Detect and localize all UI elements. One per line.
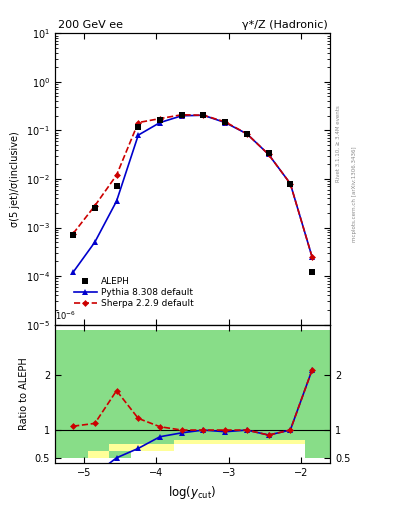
X-axis label: $\log(y_{\rm cut})$: $\log(y_{\rm cut})$ bbox=[168, 484, 217, 501]
ALEPH bbox=[310, 269, 314, 275]
ALEPH bbox=[71, 232, 75, 238]
Pythia 8.308 default bbox=[266, 152, 271, 158]
Sherpa 2.2.9 default bbox=[92, 203, 97, 209]
Pythia 8.308 default bbox=[158, 119, 162, 125]
Sherpa 2.2.9 default bbox=[201, 112, 206, 118]
Line: Pythia 8.308 default: Pythia 8.308 default bbox=[70, 112, 315, 275]
ALEPH bbox=[114, 183, 119, 189]
Pythia 8.308 default bbox=[288, 181, 293, 187]
Y-axis label: σ(5 jet)/σ(inclusive): σ(5 jet)/σ(inclusive) bbox=[10, 131, 20, 227]
ALEPH bbox=[201, 112, 206, 118]
Text: $10^{-6}$: $10^{-6}$ bbox=[55, 309, 76, 322]
Sherpa 2.2.9 default bbox=[179, 112, 184, 118]
Text: Rivet 3.1.10, ≥ 3.4M events: Rivet 3.1.10, ≥ 3.4M events bbox=[336, 105, 341, 182]
Line: ALEPH: ALEPH bbox=[70, 112, 315, 275]
Pythia 8.308 default bbox=[114, 198, 119, 204]
Pythia 8.308 default bbox=[71, 269, 75, 275]
Pythia 8.308 default bbox=[223, 119, 228, 125]
ALEPH bbox=[223, 119, 228, 125]
Y-axis label: Ratio to ALEPH: Ratio to ALEPH bbox=[19, 357, 29, 431]
Pythia 8.308 default bbox=[92, 239, 97, 245]
Text: ALEPH_2004_S5765862: ALEPH_2004_S5765862 bbox=[147, 336, 238, 345]
Pythia 8.308 default bbox=[310, 253, 314, 260]
Sherpa 2.2.9 default bbox=[158, 116, 162, 122]
Text: γ*/Z (Hadronic): γ*/Z (Hadronic) bbox=[242, 20, 327, 30]
Pythia 8.308 default bbox=[179, 113, 184, 119]
Text: mcplots.cern.ch [arXiv:1306.3436]: mcplots.cern.ch [arXiv:1306.3436] bbox=[352, 147, 357, 242]
Sherpa 2.2.9 default bbox=[310, 253, 314, 260]
Sherpa 2.2.9 default bbox=[244, 131, 249, 137]
Pythia 8.308 default bbox=[244, 131, 249, 137]
ALEPH bbox=[179, 112, 184, 118]
ALEPH bbox=[136, 123, 141, 130]
Sherpa 2.2.9 default bbox=[223, 119, 228, 125]
ALEPH bbox=[288, 181, 293, 187]
ALEPH bbox=[92, 205, 97, 211]
Pythia 8.308 default bbox=[201, 112, 206, 118]
Sherpa 2.2.9 default bbox=[114, 172, 119, 178]
ALEPH bbox=[158, 117, 162, 123]
ALEPH bbox=[244, 131, 249, 137]
Sherpa 2.2.9 default bbox=[288, 181, 293, 187]
Sherpa 2.2.9 default bbox=[266, 152, 271, 158]
Pythia 8.308 default bbox=[136, 132, 141, 138]
Sherpa 2.2.9 default bbox=[71, 230, 75, 237]
ALEPH bbox=[266, 150, 271, 156]
Legend: ALEPH, Pythia 8.308 default, Sherpa 2.2.9 default: ALEPH, Pythia 8.308 default, Sherpa 2.2.… bbox=[70, 273, 198, 311]
Sherpa 2.2.9 default bbox=[136, 119, 141, 125]
Text: 200 GeV ee: 200 GeV ee bbox=[58, 20, 123, 30]
Line: Sherpa 2.2.9 default: Sherpa 2.2.9 default bbox=[71, 112, 314, 259]
